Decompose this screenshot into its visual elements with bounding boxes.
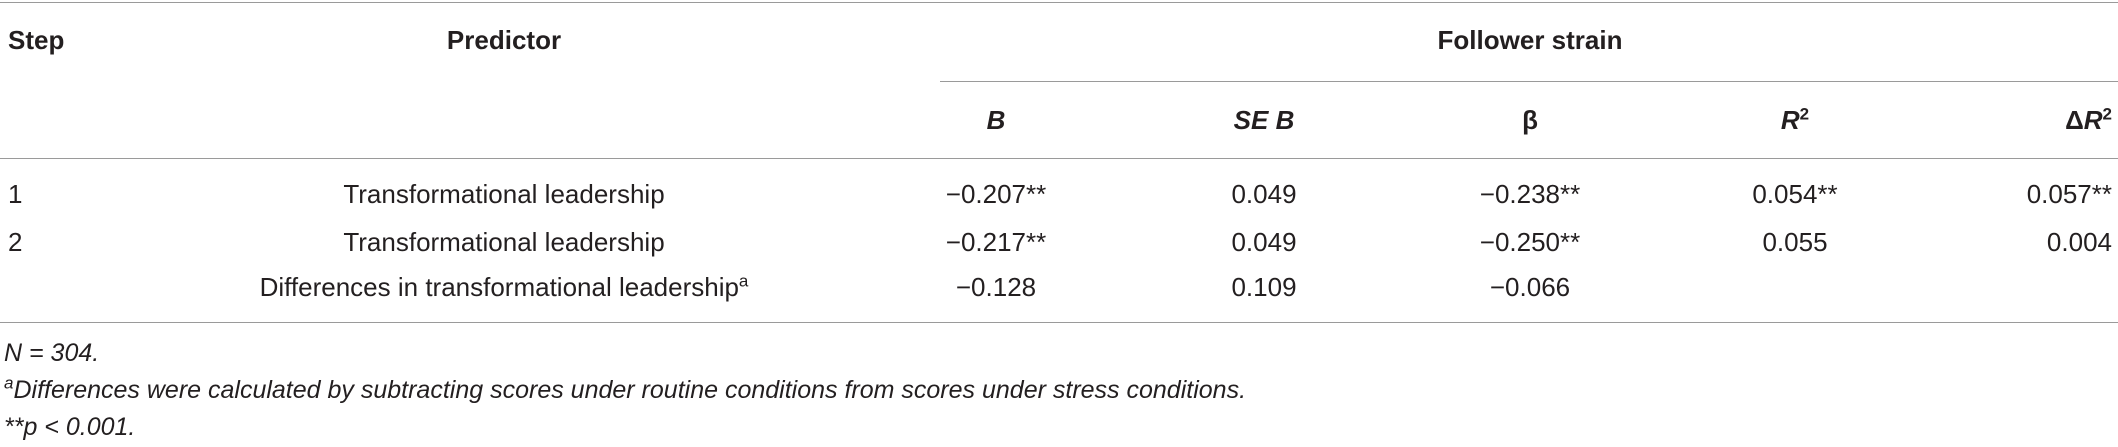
column-header-delta-r-squared: ΔR2	[2065, 104, 2112, 136]
row-3-beta: −0.066	[1489, 272, 1571, 302]
column-header-r-squared: R2	[1781, 104, 1809, 136]
delta-symbol: Δ	[2065, 105, 2084, 135]
row-1-delta-r-squared: 0.057**	[2026, 179, 2112, 209]
footnote-marker-a: a	[738, 271, 749, 291]
row-3-predictor: Differences in transformational leadersh…	[260, 271, 749, 303]
row-2-beta: −0.250**	[1479, 227, 1581, 257]
row-2-delta-r-squared: 0.004	[2046, 227, 2112, 257]
r-squared-exponent: 2	[1799, 104, 1810, 124]
row-1-r-squared: 0.054**	[1752, 179, 1838, 209]
row-2-predictor: Transformational leadership	[343, 227, 665, 257]
delta-r-squared-exponent: 2	[2102, 104, 2112, 124]
row-2-r-squared: 0.055	[1762, 227, 1828, 257]
table-bottom-rule	[0, 322, 2118, 323]
footnote-sample-size: N = 304.	[4, 339, 100, 367]
row-3-predictor-text: Differences in transformational leadersh…	[259, 272, 739, 302]
footnote-a-marker: a	[4, 373, 14, 393]
row-2-b: −0.217**	[945, 227, 1047, 257]
group-header-rule	[940, 81, 2118, 82]
row-3-se-b: 0.109	[1231, 272, 1297, 302]
row-1-b: −0.207**	[945, 179, 1047, 209]
footnote-a-text: Differences were calculated by subtracti…	[13, 376, 1247, 404]
header-bottom-rule	[0, 158, 2118, 159]
column-header-step: Step	[8, 25, 65, 55]
row-1-beta: −0.238**	[1479, 179, 1581, 209]
row-2-step: 2	[8, 227, 23, 257]
footnote-a: aDifferences were calculated by subtract…	[4, 374, 1246, 406]
row-1-predictor: Transformational leadership	[343, 179, 665, 209]
r-squared-base: R	[1780, 105, 1800, 135]
column-header-beta: β	[1522, 105, 1538, 135]
table-top-rule	[0, 2, 2118, 3]
column-header-se-b: SE B	[1233, 105, 1295, 135]
row-3-b: −0.128	[955, 272, 1037, 302]
footnote-significance: **p < 0.001.	[4, 413, 136, 441]
column-header-predictor: Predictor	[446, 25, 562, 55]
column-header-follower-strain: Follower strain	[1437, 25, 1623, 55]
row-1-step: 1	[8, 179, 23, 209]
row-2-se-b: 0.049	[1231, 227, 1297, 257]
delta-r-squared-base: R	[2083, 105, 2103, 135]
row-1-se-b: 0.049	[1231, 179, 1297, 209]
column-header-b: B	[986, 105, 1006, 135]
